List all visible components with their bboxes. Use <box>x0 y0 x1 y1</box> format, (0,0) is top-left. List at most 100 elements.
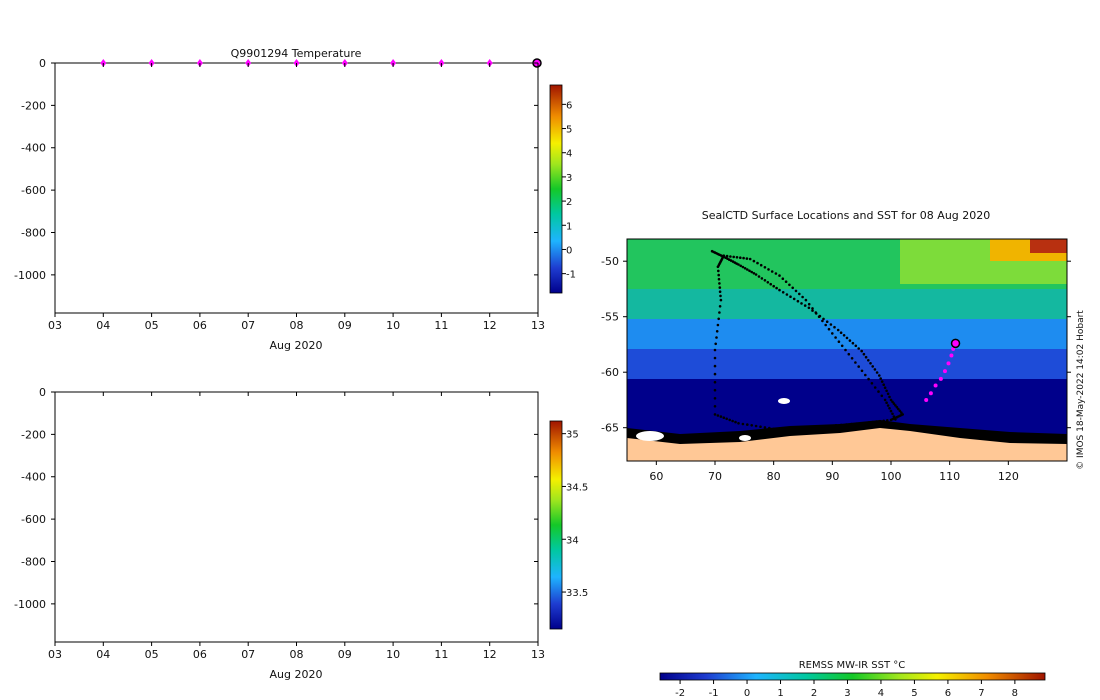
colorbar-tick-label: 35 <box>566 430 579 441</box>
track-dot <box>778 427 781 430</box>
latitude-tick-label: -55 <box>601 311 619 324</box>
recent-position-dot <box>933 383 938 388</box>
sst-colorbar-tick-label: -1 <box>709 688 719 699</box>
track-dot <box>892 415 896 418</box>
x-tick-label: 08 <box>290 319 304 332</box>
track-dot <box>850 357 854 360</box>
y-tick-label: -200 <box>21 99 46 112</box>
track-dot <box>882 419 885 423</box>
track-dot <box>759 263 763 267</box>
track-dot <box>845 336 849 340</box>
track-dot <box>883 386 887 390</box>
track-dot <box>717 317 720 321</box>
recent-position-dot <box>949 353 954 358</box>
x-tick-label: 10 <box>386 319 400 332</box>
track-dot <box>867 377 870 381</box>
track-dot <box>834 424 838 427</box>
track-dot <box>869 362 872 365</box>
track-dot <box>774 272 778 275</box>
track-dot <box>864 421 867 425</box>
track-dot <box>889 398 893 402</box>
track-dot <box>719 294 722 298</box>
track-dot <box>891 412 894 416</box>
track-dot <box>735 255 739 259</box>
track-dot <box>767 268 770 271</box>
track-dot <box>891 400 894 404</box>
track-dot <box>718 282 721 285</box>
track-dot <box>769 282 772 286</box>
track-dot <box>886 419 889 422</box>
recent-positions <box>924 346 956 402</box>
track-dot <box>763 426 767 429</box>
track-dot <box>713 397 717 400</box>
track-dot <box>741 265 745 269</box>
track-dot <box>713 372 717 376</box>
track-dot <box>860 369 864 373</box>
track-dot <box>763 266 767 269</box>
track-dot <box>801 295 804 299</box>
track-dot <box>886 404 890 407</box>
track-dot <box>718 305 722 308</box>
x-tick-label: 11 <box>434 319 448 332</box>
x-tick-label: 05 <box>145 648 159 661</box>
track-dot <box>886 392 890 396</box>
track-dot <box>829 424 833 428</box>
track-dot <box>857 347 860 350</box>
track-dot <box>772 427 775 431</box>
track-dot <box>888 395 891 399</box>
temperature-x-label: Aug 2020 <box>270 339 323 352</box>
y-tick-label: -400 <box>21 471 46 484</box>
sst-map-field <box>627 239 1067 461</box>
recent-position-dot <box>938 376 943 381</box>
track-dot <box>821 319 824 323</box>
track-dot <box>844 348 847 352</box>
track-dot <box>715 330 719 333</box>
track-dot <box>878 419 882 423</box>
track-dot <box>885 389 888 393</box>
track-dot <box>879 377 882 380</box>
ice-patch-offshore <box>778 398 790 404</box>
colorbar-tick-label: 34.5 <box>566 482 588 493</box>
track-dot <box>713 380 717 384</box>
sst-colorbar-tick-label: 4 <box>878 688 884 699</box>
x-tick-label: 12 <box>483 648 497 661</box>
track-dot <box>756 261 759 265</box>
track-dot <box>875 371 879 374</box>
track-dot <box>759 425 762 429</box>
track-dot <box>819 425 822 428</box>
track-dot <box>739 256 742 260</box>
track-dot <box>800 302 803 305</box>
track-dot <box>811 307 814 310</box>
track-dot <box>785 293 789 296</box>
track-dot <box>833 325 836 329</box>
track-dot <box>889 409 893 413</box>
sst-colorbar-tick-label: 3 <box>844 688 850 699</box>
longitude-tick-label: 60 <box>649 470 663 483</box>
salinity-plot-frame <box>54 391 539 643</box>
latitude-tick-label: -65 <box>601 422 619 435</box>
track-dot <box>875 420 878 423</box>
track-dot <box>824 323 827 327</box>
track-dot <box>739 264 742 268</box>
track-dot <box>860 349 863 353</box>
x-tick-label: 03 <box>48 319 62 332</box>
track-dot <box>713 413 717 416</box>
y-tick-label: 0 <box>39 57 46 70</box>
x-tick-label: 11 <box>434 648 448 661</box>
sst-colorbar-tick-label: 6 <box>945 688 951 699</box>
colorbar-tick-label: 33.5 <box>566 588 588 599</box>
track-dot <box>789 295 792 299</box>
track-dot <box>811 309 814 312</box>
ice-patch-west <box>636 431 664 441</box>
sst-band-cold <box>627 349 1067 379</box>
track-dot <box>880 394 884 398</box>
track-dot <box>719 298 723 302</box>
track-dot <box>839 423 843 427</box>
sst-colorbar-ticks: -2 -1 0 1 2 3 4 5 6 7 8 <box>675 680 1018 699</box>
current-position-marker <box>950 338 961 349</box>
colorbar-tick-label: 3 <box>566 173 572 184</box>
sst-colorbar-tick-label: -2 <box>675 688 685 699</box>
longitude-tick-label: 70 <box>708 470 722 483</box>
salinity-panel: 03 04 05 06 07 08 09 10 11 12 13 0 -200 -400 -600 -800… <box>14 386 588 681</box>
track-dot <box>719 415 723 418</box>
